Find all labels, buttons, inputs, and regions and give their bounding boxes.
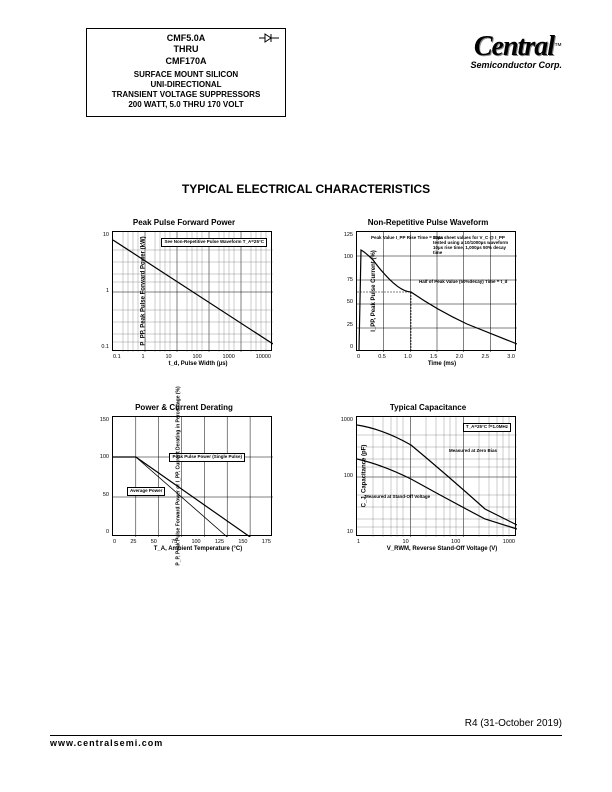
logo-main: Central bbox=[474, 31, 554, 62]
desc4: 200 WATT, 5.0 THRU 170 VOLT bbox=[93, 100, 279, 110]
ylabel: I_PP, Peak Pulse Current (%) bbox=[371, 250, 377, 332]
section-title: TYPICAL ELECTRICAL CHARACTERISTICS bbox=[0, 182, 612, 196]
logo: Central™ Semiconductor Corp. bbox=[412, 34, 562, 70]
xticks: 1101001000 bbox=[357, 539, 515, 545]
chart-annot: Data sheet values for V_C @ I_PP tested … bbox=[433, 236, 511, 256]
footer-url: www.centralsemi.com bbox=[50, 738, 562, 748]
xlabel: Time (ms) bbox=[356, 361, 528, 367]
footer-date: R4 (31-October 2019) bbox=[50, 718, 562, 729]
desc1: SURFACE MOUNT SILICON bbox=[93, 70, 279, 80]
ylabel: C_J, Capacitance (pF) bbox=[361, 445, 367, 508]
yticks: 100010010 bbox=[339, 417, 353, 535]
xlabel: t_d, Pulse Width (µs) bbox=[112, 361, 284, 367]
yticks: 1010.1 bbox=[95, 232, 109, 350]
ylabel: P_PP, Peak Pulse Forward Power (kW) bbox=[141, 236, 147, 345]
plot-area: Peak Pulse Power (Single Pulse) Average … bbox=[112, 416, 272, 536]
desc2: UNI-DIRECTIONAL bbox=[93, 80, 279, 90]
header: CMF5.0A THRU CMF170A SURFACE MOUNT SILIC… bbox=[66, 28, 562, 118]
chart-annot: Measured at Zero Bias bbox=[449, 449, 497, 454]
chart-peak-pulse-power: Peak Pulse Forward Power bbox=[84, 218, 284, 367]
title-box: CMF5.0A THRU CMF170A SURFACE MOUNT SILIC… bbox=[86, 28, 286, 117]
part-top: CMF5.0A bbox=[93, 33, 279, 44]
xlabel: V_RWM, Reverse Stand-Off Voltage (V) bbox=[356, 546, 528, 552]
plot-area: T_A=25°C f=1.0MHz Measured at Zero Bias … bbox=[356, 416, 516, 536]
yticks: 150100500 bbox=[95, 417, 109, 535]
part-bot: CMF170A bbox=[93, 56, 279, 67]
charts-grid: Peak Pulse Forward Power bbox=[84, 218, 528, 588]
chart-title: Peak Pulse Forward Power bbox=[84, 218, 284, 227]
part-mid: THRU bbox=[93, 44, 279, 55]
chart-title: Typical Capacitance bbox=[328, 403, 528, 412]
footer: R4 (31-October 2019) www.centralsemi.com bbox=[50, 718, 562, 748]
plot-area: Peak Value I_PP Rise Time = 10µs Data sh… bbox=[356, 231, 516, 351]
plot-area: See Non-Repetitive Pulse Waveform T_A=25… bbox=[112, 231, 272, 351]
chart-title: Power & Current Derating bbox=[84, 403, 284, 412]
chart-annot: Half of Peak Value (50%decay) Time = t_d bbox=[419, 280, 507, 285]
chart-capacitance: Typical Capacitance bbox=[328, 403, 528, 552]
xticks: 0255075100125150175 bbox=[113, 539, 271, 545]
chart-annot: Measured at Stand-Off Voltage bbox=[365, 495, 430, 500]
footer-rule bbox=[50, 735, 562, 736]
logo-sub: Semiconductor Corp. bbox=[412, 60, 562, 70]
yticks: 1251007550250 bbox=[339, 232, 353, 350]
xlabel: T_A, Ambient Temperature (°C) bbox=[112, 546, 284, 552]
xticks: 00.51.01.52.02.53.0 bbox=[357, 354, 515, 360]
chart-annot: Average Power bbox=[127, 487, 165, 496]
logo-tm: ™ bbox=[554, 42, 562, 51]
xticks: 0.1110100100010000 bbox=[113, 354, 271, 360]
chart-annot: T_A=25°C f=1.0MHz bbox=[463, 423, 511, 432]
diode-icon bbox=[259, 33, 279, 43]
chart-annot: See Non-Repetitive Pulse Waveform T_A=25… bbox=[161, 238, 267, 247]
ylabel: P_P, Peak Pulse Forward Power or I_PP, C… bbox=[176, 386, 182, 565]
chart-derating: Power & Current Derating Peak Pulse Powe… bbox=[84, 403, 284, 552]
desc3: TRANSIENT VOLTAGE SUPPRESSORS bbox=[93, 90, 279, 100]
chart-title: Non-Repetitive Pulse Waveform bbox=[328, 218, 528, 227]
chart-pulse-waveform: Non-Repetitive Pulse Waveform Peak Value… bbox=[328, 218, 528, 367]
